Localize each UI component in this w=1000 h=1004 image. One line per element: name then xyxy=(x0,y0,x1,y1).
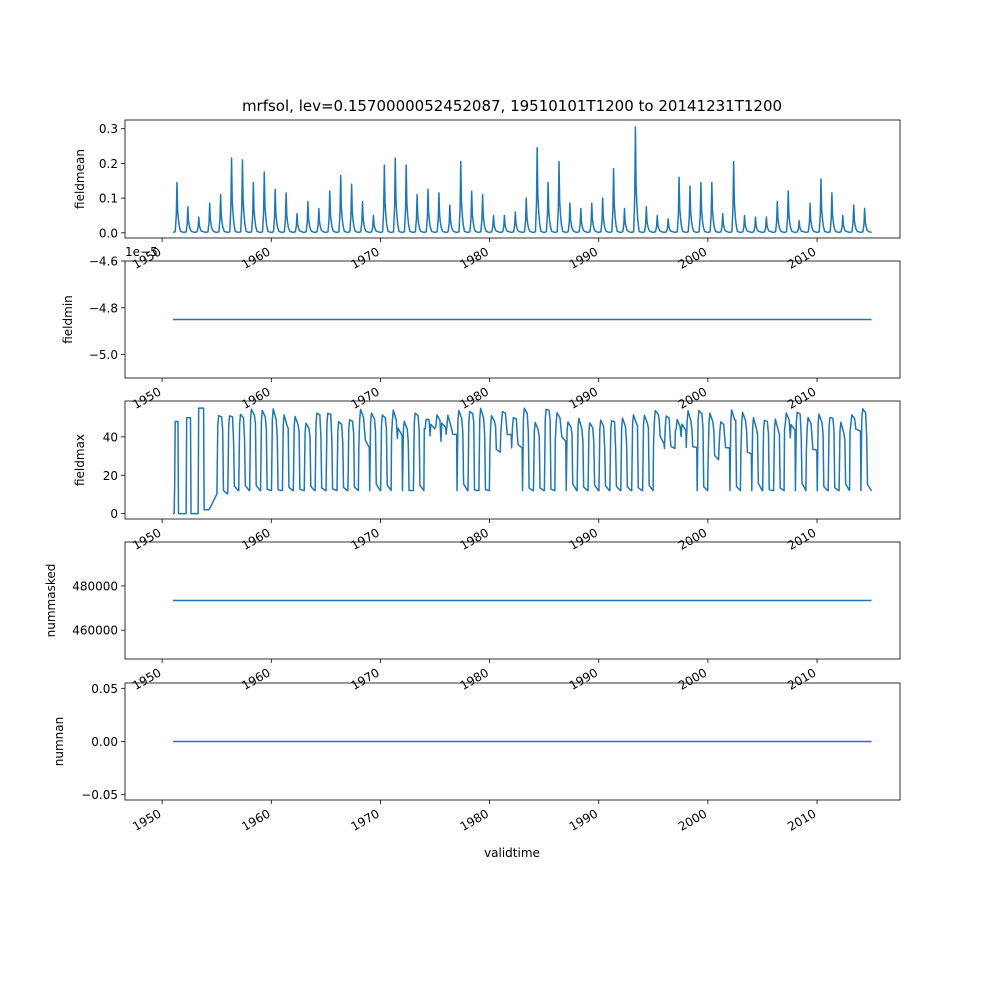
y-tick-label: 0.1 xyxy=(99,192,118,206)
x-axis-label: validtime xyxy=(484,846,540,860)
y-tick-label: −4.8 xyxy=(89,301,118,315)
x-tick-label: 2000 xyxy=(676,384,709,411)
x-tick-label: 2000 xyxy=(676,244,709,271)
x-tick-label: 1990 xyxy=(567,525,600,552)
y-axis-label: fieldmean xyxy=(73,149,87,209)
x-tick-label: 1950 xyxy=(130,665,163,692)
x-tick-label: 1950 xyxy=(130,806,163,833)
x-tick-label: 1980 xyxy=(458,244,491,271)
x-tick-label: 1980 xyxy=(458,806,491,833)
subplot-fieldmin: fieldmin −5.0 −4.8 −4.6 1950 1960 1970 1980 1990… xyxy=(61,245,901,412)
x-tick-label: 1960 xyxy=(239,244,272,271)
x-tick-label: 2010 xyxy=(785,525,818,552)
x-tick-label: 1970 xyxy=(348,806,381,833)
x-tick-label: 1970 xyxy=(348,665,381,692)
y-tick-label: 40 xyxy=(103,430,118,444)
y-tick-label: 0 xyxy=(110,507,118,521)
axes-frame xyxy=(124,260,901,379)
y-tick-label: 480000 xyxy=(72,579,118,593)
x-tick-label: 1960 xyxy=(239,806,272,833)
y-axis-label: fieldmax xyxy=(73,434,87,486)
y-tick-label: 0.0 xyxy=(99,226,118,240)
x-tick-label: 2010 xyxy=(785,806,818,833)
y-tick-label: −0.05 xyxy=(81,788,118,802)
x-tick-label: 1950 xyxy=(130,384,163,411)
y-tick-label: 0.3 xyxy=(99,122,118,136)
y-axis-label: numnan xyxy=(52,717,66,766)
x-tick-label: 2010 xyxy=(785,384,818,411)
y-tick-label: −4.6 xyxy=(89,255,118,269)
x-tick-label: 2000 xyxy=(676,806,709,833)
offset-text: 1e−5 xyxy=(125,245,158,259)
axes-frame xyxy=(124,119,901,239)
y-tick-label: 0.05 xyxy=(91,682,118,696)
y-tick-label: −5.0 xyxy=(89,348,118,362)
x-tick-label: 1990 xyxy=(567,384,600,411)
x-tick-label: 1980 xyxy=(458,665,491,692)
x-tick-label: 2010 xyxy=(785,665,818,692)
subplot-numnan: numnan −0.05 0.00 0.05 1950 1960 1970 1980 1990 2… xyxy=(52,682,901,834)
x-tick-label: 1960 xyxy=(239,665,272,692)
subplot-nummasked: nummasked 460000 480000 1950 1960 1970 1980 199… xyxy=(44,541,901,693)
axes-frame xyxy=(124,541,901,660)
x-tick-label: 1970 xyxy=(348,384,381,411)
x-tick-label: 2010 xyxy=(785,244,818,271)
x-tick-label: 1970 xyxy=(348,525,381,552)
y-tick-label: 0.00 xyxy=(91,735,118,749)
x-tick-label: 2000 xyxy=(676,525,709,552)
x-tick-label: 1950 xyxy=(130,525,163,552)
x-tick-label: 1960 xyxy=(239,525,272,552)
x-tick-label: 1980 xyxy=(458,384,491,411)
chart-title: mrfsol, lev=0.1570000052452087, 19510101… xyxy=(242,97,782,115)
y-tick-label: 0.2 xyxy=(99,157,118,171)
x-tick-label: 1960 xyxy=(239,384,272,411)
x-tick-label: 1980 xyxy=(458,525,491,552)
y-axis-label: nummasked xyxy=(44,564,58,638)
y-tick-label: 20 xyxy=(103,469,118,483)
x-tick-label: 2000 xyxy=(676,665,709,692)
series-line xyxy=(173,407,873,515)
x-tick-label: 1990 xyxy=(567,806,600,833)
series-line xyxy=(172,126,873,234)
x-tick-label: 1990 xyxy=(567,665,600,692)
y-tick-label: 460000 xyxy=(72,624,118,638)
subplot-fieldmax: fieldmax 0 20 40 1950 1960 1970 1980 1990 2000 201… xyxy=(73,400,901,553)
x-tick-label: 1970 xyxy=(348,244,381,271)
x-tick-label: 1990 xyxy=(567,244,600,271)
subplots: fieldmean 0.0 0.1 0.2 0.3 1950 1960 1970 1980 199… xyxy=(44,119,901,834)
y-axis-label: fieldmin xyxy=(61,295,75,344)
axes-frame xyxy=(124,400,901,520)
